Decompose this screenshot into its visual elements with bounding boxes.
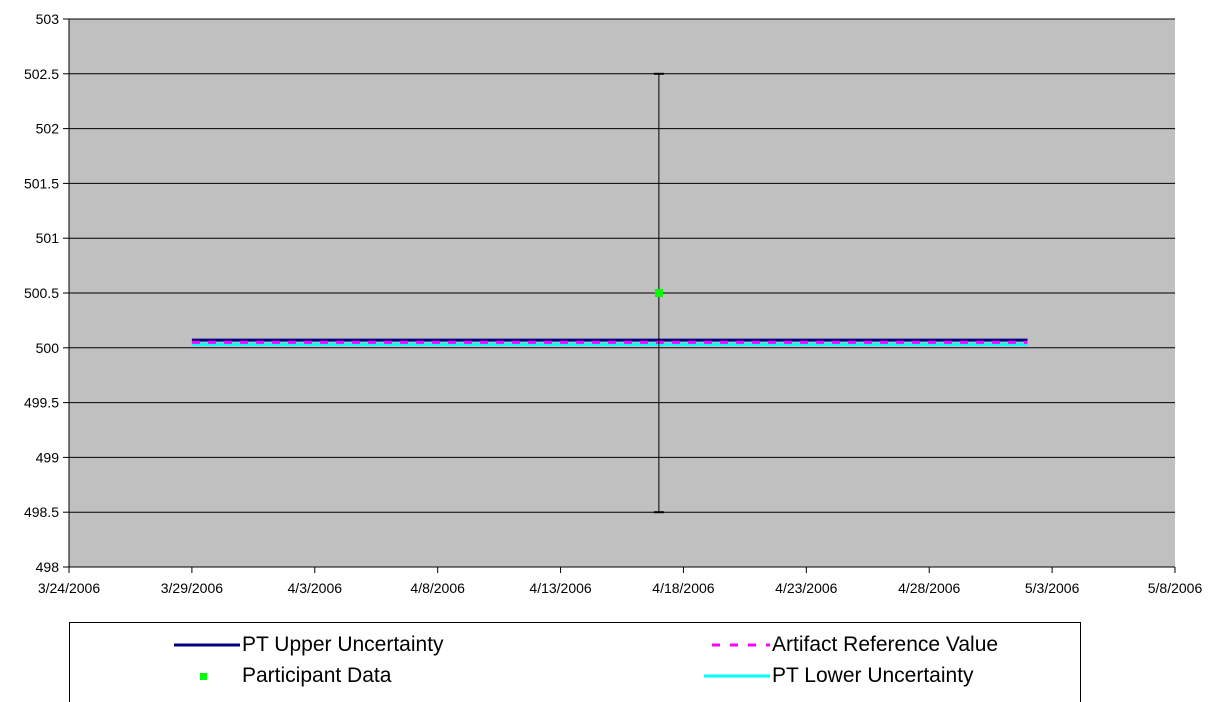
y-axis-ticks: 498 498.5 499 499.5 500 500.5 501 501.5 502 502.5… <box>24 11 69 575</box>
x-tick-label: 4/3/2006 <box>288 580 343 596</box>
y-tick-label: 503 <box>36 11 60 27</box>
legend-swatch-marker <box>200 673 207 680</box>
x-tick-label: 4/18/2006 <box>652 580 714 596</box>
x-tick-label: 3/29/2006 <box>161 580 223 596</box>
y-tick-label: 499 <box>36 449 60 465</box>
legend-label: Participant Data <box>242 664 392 687</box>
legend-label: PT Lower Uncertainty <box>772 664 974 687</box>
series-layer <box>191 72 1028 514</box>
legend-swatch-line <box>704 674 770 678</box>
legend-swatch-line <box>174 643 240 647</box>
participant-data-point <box>654 289 663 297</box>
y-tick-label: 500.5 <box>24 285 59 301</box>
gridlines <box>69 18 1175 513</box>
legend: PT Upper Uncertainty Artifact Reference … <box>69 622 1081 702</box>
legend-item: Participant Data <box>170 663 391 689</box>
x-tick-label: 4/23/2006 <box>775 580 837 596</box>
x-tick-label: 5/3/2006 <box>1025 580 1080 596</box>
y-tick-label: 502.5 <box>24 66 59 82</box>
x-tick-label: 4/13/2006 <box>529 580 591 596</box>
x-tick-label: 5/8/2006 <box>1148 580 1203 596</box>
y-tick-label: 501 <box>36 230 60 246</box>
legend-item: Artifact Reference Value <box>700 632 998 658</box>
x-tick-label: 3/24/2006 <box>38 580 100 596</box>
x-axis-ticks: 3/24/2006 3/29/2006 4/3/2006 4/8/2006 4/13/2… <box>38 567 1203 596</box>
y-tick-label: 499.5 <box>24 395 59 411</box>
y-tick-label: 501.5 <box>24 175 59 191</box>
y-tick-label: 502 <box>36 121 60 137</box>
legend-label: Artifact Reference Value <box>772 633 999 656</box>
legend-label: PT Upper Uncertainty <box>242 633 444 656</box>
legend-item: PT Upper Uncertainty <box>170 632 444 658</box>
x-tick-label: 4/28/2006 <box>898 580 960 596</box>
y-tick-label: 498.5 <box>24 504 59 520</box>
x-tick-label: 4/8/2006 <box>410 580 465 596</box>
legend-swatch-dashed <box>712 643 770 647</box>
y-tick-label: 498 <box>36 559 60 575</box>
y-tick-label: 500 <box>36 340 60 356</box>
legend-item: PT Lower Uncertainty <box>700 663 974 689</box>
chart-svg: 498 498.5 499 499.5 500 500.5 501 501.5 502 502.5… <box>24 11 1203 596</box>
